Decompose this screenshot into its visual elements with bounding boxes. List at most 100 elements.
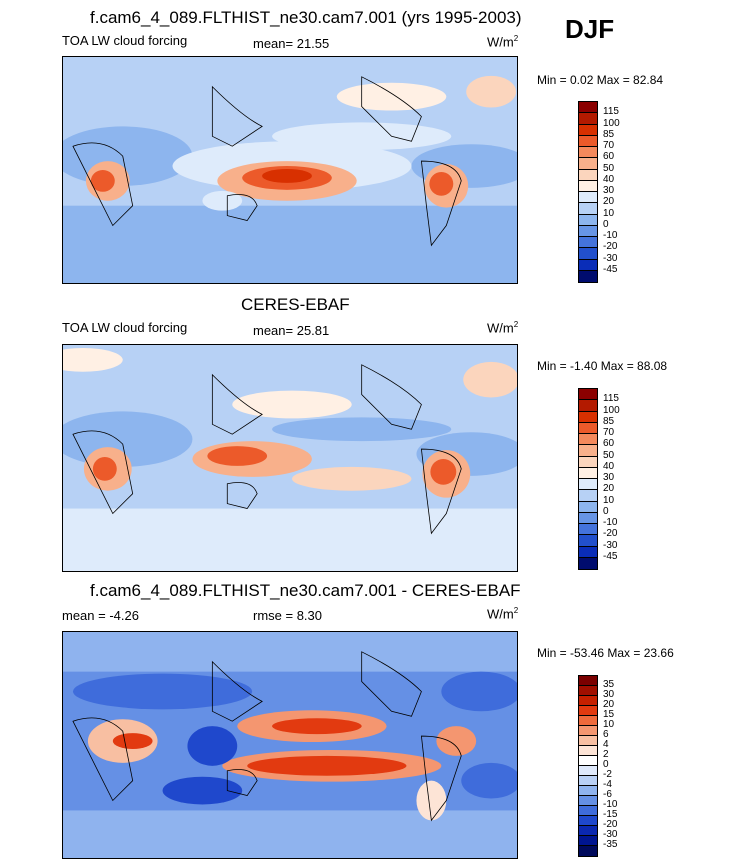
colorbar-segment xyxy=(579,512,597,524)
colorbar-label: -4 xyxy=(603,779,612,790)
colorbar-segment xyxy=(579,557,597,569)
colorbar-label: 30 xyxy=(603,689,615,700)
colorbar-segment xyxy=(579,259,597,271)
panel-2-title: CERES-EBAF xyxy=(241,295,350,314)
colorbar-segment xyxy=(579,422,597,434)
colorbar-label: 2 xyxy=(603,749,609,760)
colorbar-segment xyxy=(579,102,597,114)
colorbar-segment xyxy=(579,479,597,491)
panel-1-colorbar xyxy=(578,101,598,283)
colorbar-label: -45 xyxy=(603,263,618,275)
colorbar-label: 50 xyxy=(603,449,615,461)
colorbar-label: 0 xyxy=(603,759,609,770)
colorbar-label: 40 xyxy=(603,173,615,185)
colorbar-segment xyxy=(579,490,597,502)
colorbar-label: 70 xyxy=(603,427,615,438)
colorbar-segment xyxy=(579,248,597,260)
colorbar-label: 35 xyxy=(603,679,615,690)
colorbar-label: 15 xyxy=(603,709,615,720)
colorbar-segment xyxy=(579,113,597,125)
colorbar-label: -45 xyxy=(603,550,618,562)
colorbar-label: 30 xyxy=(603,472,615,483)
colorbar-label: 40 xyxy=(603,460,615,472)
colorbar-segment xyxy=(579,411,597,423)
colorbar-label: -10 xyxy=(603,230,618,241)
panel-3-rmse: rmse = 8.30 xyxy=(253,608,323,623)
panel-2-colorbar xyxy=(578,388,598,570)
panel-1-title: f.cam6_4_089.FLTHIST_ne30.cam7.001 (yrs … xyxy=(90,8,522,27)
colorbar-label: 60 xyxy=(603,438,615,450)
colorbar-segment xyxy=(579,467,597,479)
colorbar-segment xyxy=(579,546,597,558)
colorbar-label: 30 xyxy=(603,185,615,196)
colorbar-segment xyxy=(579,676,597,686)
panel-1-left-label: TOA LW cloud forcing xyxy=(62,33,188,48)
colorbar-segment xyxy=(579,192,597,204)
colorbar-segment xyxy=(579,696,597,706)
colorbar-segment xyxy=(579,826,597,836)
colorbar-segment xyxy=(579,836,597,846)
panel-3-map xyxy=(62,631,518,859)
colorbar-label: 6 xyxy=(603,729,609,740)
colorbar-label: 115 xyxy=(603,106,619,118)
colorbar-segment xyxy=(579,169,597,181)
colorbar-label: -20 xyxy=(603,819,618,830)
colorbar-segment xyxy=(579,445,597,457)
colorbar-segment xyxy=(579,756,597,766)
panel-2-units: W/m2 xyxy=(487,320,519,336)
colorbar-segment xyxy=(579,158,597,170)
colorbar-segment xyxy=(579,456,597,468)
panel-1-minmax: Min = 0.02 Max = 82.84 xyxy=(537,73,664,87)
colorbar-label: -20 xyxy=(603,528,618,540)
colorbar-segment xyxy=(579,535,597,547)
colorbar-label: 60 xyxy=(603,151,615,163)
panel-3-mean: mean = -4.26 xyxy=(62,608,139,623)
colorbar-label: 10 xyxy=(603,207,615,219)
colorbar-segment xyxy=(579,806,597,816)
panel-2-map xyxy=(62,344,518,572)
colorbar-label: 0 xyxy=(603,505,609,517)
colorbar-segment xyxy=(579,706,597,716)
colorbar-label: 115 xyxy=(603,393,619,405)
colorbar-segment xyxy=(579,846,597,856)
colorbar-label: 85 xyxy=(603,128,615,140)
colorbar-segment xyxy=(579,124,597,136)
colorbar-label: -2 xyxy=(603,769,612,780)
colorbar-segment xyxy=(579,726,597,736)
colorbar-label: 100 xyxy=(603,404,620,416)
colorbar-label: 100 xyxy=(603,117,620,129)
colorbar-label: 10 xyxy=(603,494,615,506)
colorbar-label: 4 xyxy=(603,739,609,750)
season-label: DJF xyxy=(565,14,615,44)
colorbar-label: 10 xyxy=(603,719,615,730)
colorbar-label: -30 xyxy=(603,539,618,551)
colorbar-label: -20 xyxy=(603,241,618,253)
colorbar-segment xyxy=(579,524,597,536)
panel-3-title: f.cam6_4_089.FLTHIST_ne30.cam7.001 - CER… xyxy=(90,581,521,600)
colorbar-segment xyxy=(579,776,597,786)
colorbar-segment xyxy=(579,766,597,776)
colorbar-segment xyxy=(579,786,597,796)
panel-3-units: W/m2 xyxy=(487,606,519,622)
colorbar-label: -30 xyxy=(603,829,618,840)
colorbar-label: -6 xyxy=(603,789,612,800)
panel-3-minmax: Min = -53.46 Max = 23.66 xyxy=(537,646,674,660)
colorbar-segment xyxy=(579,746,597,756)
colorbar-segment xyxy=(579,389,597,401)
colorbar-label: 50 xyxy=(603,162,615,174)
colorbar-segment xyxy=(579,736,597,746)
colorbar-segment xyxy=(579,225,597,237)
colorbar-label: 0 xyxy=(603,218,609,230)
colorbar-segment xyxy=(579,203,597,215)
colorbar-label: 20 xyxy=(603,196,615,208)
colorbar-label: 85 xyxy=(603,415,615,427)
colorbar-segment xyxy=(579,796,597,806)
colorbar-label: 20 xyxy=(603,699,615,710)
panel-2-mean: mean= 25.81 xyxy=(253,323,330,338)
colorbar-segment xyxy=(579,214,597,226)
colorbar-segment xyxy=(579,686,597,696)
colorbar-label: 70 xyxy=(603,140,615,151)
colorbar-segment xyxy=(579,716,597,726)
panel-3-colorbar xyxy=(578,675,598,857)
colorbar-label: -15 xyxy=(603,809,618,820)
